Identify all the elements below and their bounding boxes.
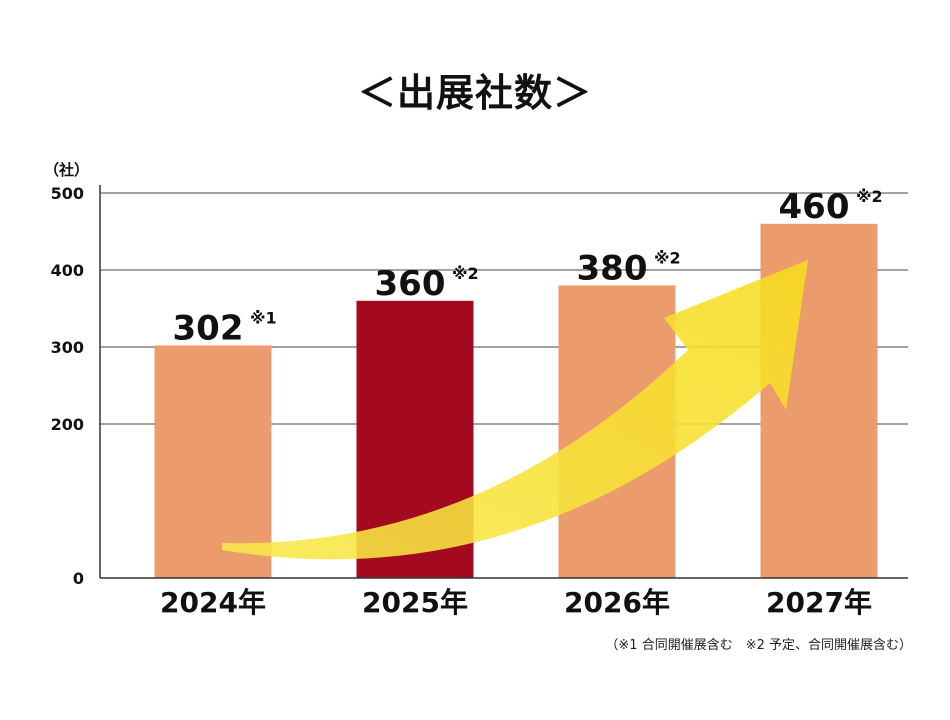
- value-label: 380: [577, 248, 648, 288]
- value-note: ※2: [452, 264, 479, 283]
- value-note: ※2: [856, 187, 883, 206]
- value-note: ※1: [250, 308, 277, 327]
- y-tick-label: 300: [51, 338, 84, 357]
- y-axis-unit: （社）: [44, 161, 89, 179]
- y-tick-label: 200: [51, 415, 84, 434]
- value-label: 360: [375, 264, 446, 304]
- value-note: ※2: [654, 248, 681, 267]
- x-tick-label: 2026年: [564, 586, 670, 619]
- y-tick-label: 400: [51, 261, 84, 280]
- bar-0: [154, 345, 272, 578]
- y-tick-label: 500: [51, 184, 84, 203]
- trend-arrow: [222, 260, 808, 560]
- y-tick-label: 0: [73, 569, 84, 588]
- chart-title: ＜出展社数＞: [357, 71, 592, 115]
- x-tick-label: 2024年: [160, 586, 266, 619]
- value-label: 302: [173, 308, 244, 348]
- x-tick-label: 2027年: [766, 586, 872, 619]
- chart-footnote: （※1 合同開催展含む ※2 予定、合同開催展含む）: [605, 638, 912, 653]
- x-tick-label: 2025年: [362, 586, 468, 619]
- value-label: 460: [779, 187, 850, 227]
